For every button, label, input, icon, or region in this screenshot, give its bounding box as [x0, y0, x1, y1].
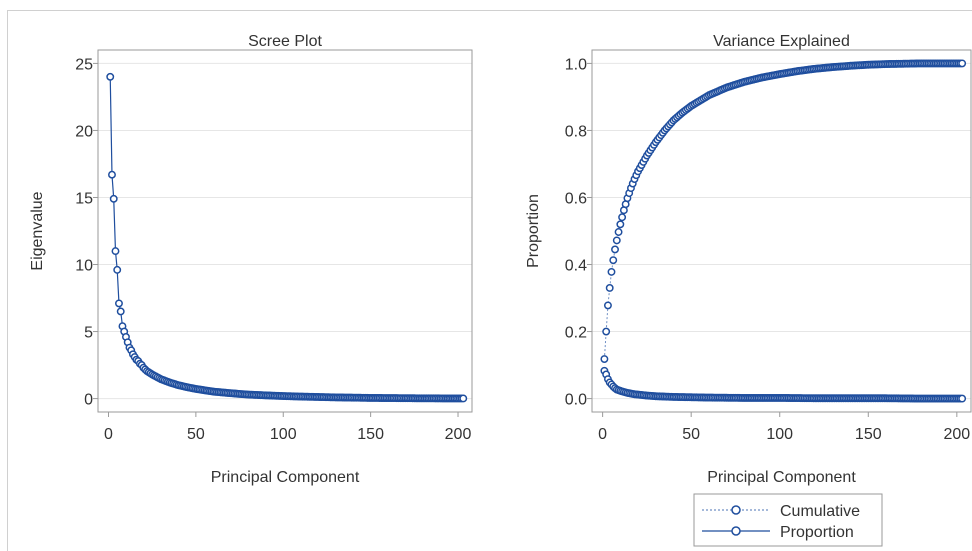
chart-panel-1: 0.0 0.2 0.4 0.6 0.8 1.0 0 50 100 150 200 Variance E… — [525, 33, 972, 547]
data-point — [106, 72, 115, 81]
data-point — [611, 245, 619, 254]
data-point — [113, 265, 122, 274]
x-tick-label: 150 — [855, 426, 882, 443]
series-proportion — [600, 366, 967, 403]
series-cumulative — [600, 59, 967, 363]
chart-title: Scree Plot — [248, 33, 322, 50]
data-point — [616, 220, 625, 229]
y-tick-label: 0.4 — [565, 258, 587, 275]
x-tick-label: 0 — [598, 426, 607, 443]
data-point — [958, 394, 967, 403]
data-point — [607, 267, 616, 276]
x-tick-label: 100 — [766, 426, 793, 443]
series-line — [109, 76, 464, 400]
plot-area — [97, 49, 473, 413]
data-point — [109, 194, 118, 203]
data-point — [115, 299, 123, 308]
data-point — [603, 301, 612, 310]
legend-box — [693, 493, 883, 547]
y-tick-label: 20 — [75, 123, 93, 140]
plot-frame — [7, 10, 972, 551]
y-tick-label: 25 — [75, 56, 93, 73]
y-axis-label: Eigenvalue — [29, 191, 46, 270]
y-axis-label: Proportion — [525, 194, 542, 268]
data-point — [958, 59, 967, 68]
x-axis-label: Principal Component — [211, 469, 360, 486]
chart-panel-0: 0 5 10 15 20 25 0 50 100 150 200 Scree Plot Principa… — [29, 33, 473, 486]
series-0 — [106, 72, 468, 403]
y-tick-label: 0.6 — [565, 190, 587, 207]
x-axis-label: Principal Component — [707, 469, 856, 486]
y-tick-label: 0.0 — [565, 392, 587, 409]
legend-swatch-marker — [731, 505, 741, 515]
data-point — [605, 284, 614, 292]
data-point — [612, 236, 621, 245]
y-tick-label: 10 — [75, 258, 93, 275]
y-tick-label: 5 — [84, 325, 93, 342]
plot-area — [591, 49, 972, 413]
x-tick-label: 0 — [104, 426, 113, 443]
legend-label: Cumulative — [780, 503, 860, 520]
y-tick-label: 0.8 — [565, 123, 587, 140]
x-tick-label: 50 — [682, 426, 700, 443]
x-tick-label: 200 — [445, 426, 472, 443]
y-tick-label: 1.0 — [565, 56, 587, 73]
y-tick-label: 15 — [75, 190, 93, 207]
data-point — [600, 355, 609, 363]
x-tick-label: 200 — [943, 426, 970, 443]
data-point — [108, 170, 116, 179]
data-point — [116, 307, 125, 316]
x-tick-label: 100 — [270, 426, 297, 443]
data-point — [111, 247, 120, 256]
y-tick-label: 0.2 — [565, 325, 587, 342]
chart-title: Variance Explained — [713, 33, 850, 50]
x-tick-label: 50 — [187, 426, 205, 443]
legend-label: Proportion — [780, 524, 854, 541]
series-line — [603, 62, 963, 360]
data-point — [618, 213, 627, 222]
data-point — [602, 327, 611, 336]
x-tick-label: 150 — [357, 426, 384, 443]
legend-swatch-marker — [731, 526, 741, 536]
data-point — [609, 256, 618, 265]
y-tick-label: 0 — [84, 392, 93, 409]
legend: Cumulative Proportion — [693, 493, 883, 547]
data-point — [459, 394, 468, 403]
data-point — [614, 228, 623, 236]
